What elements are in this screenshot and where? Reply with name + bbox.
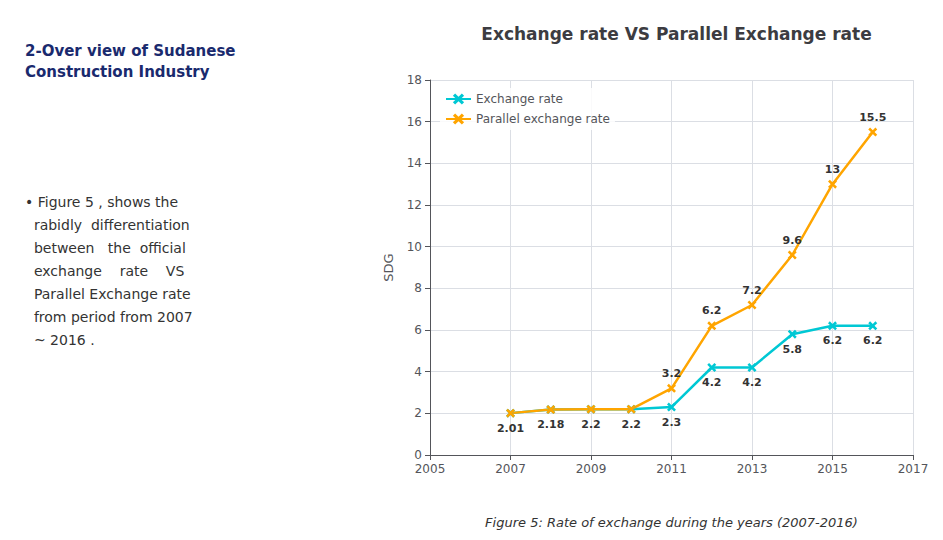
svg-text:SDG: SDG xyxy=(381,253,396,281)
svg-text:5.8: 5.8 xyxy=(783,343,803,356)
svg-text:2013: 2013 xyxy=(737,462,768,476)
svg-text:rabidly differentiation: rabidly differentiation xyxy=(25,217,190,233)
svg-text:Figure 5: Rate of exchange dur: Figure 5: Rate of exchange during the ye… xyxy=(485,515,858,530)
svg-text:2009: 2009 xyxy=(576,462,607,476)
svg-text:Parallel Exchange rate: Parallel Exchange rate xyxy=(25,286,191,302)
svg-text:16: 16 xyxy=(407,115,422,129)
svg-text:exchange rate VS: exchange rate VS xyxy=(25,263,184,279)
svg-text:6.2: 6.2 xyxy=(823,334,843,347)
svg-text:between the official: between the official xyxy=(25,240,186,256)
svg-text:2.18: 2.18 xyxy=(537,418,564,431)
svg-text:2017: 2017 xyxy=(898,462,929,476)
svg-text:4.2: 4.2 xyxy=(742,376,762,389)
svg-text:2007: 2007 xyxy=(495,462,526,476)
svg-text:10: 10 xyxy=(407,240,422,254)
svg-text:14: 14 xyxy=(407,156,422,170)
svg-text:2.2: 2.2 xyxy=(622,418,642,431)
svg-text:2005: 2005 xyxy=(415,462,446,476)
svg-text:Exchange rate: Exchange rate xyxy=(476,92,563,106)
svg-text:Parallel exchange rate: Parallel exchange rate xyxy=(476,112,610,126)
svg-text:4.2: 4.2 xyxy=(702,376,722,389)
svg-text:2011: 2011 xyxy=(656,462,687,476)
svg-text:12: 12 xyxy=(407,198,422,212)
svg-text:3.2: 3.2 xyxy=(662,367,682,380)
svg-text:2: 2 xyxy=(414,406,422,420)
svg-text:0: 0 xyxy=(414,448,422,462)
svg-text:2-Over view of Sudanese: 2-Over view of Sudanese xyxy=(25,42,236,60)
svg-text:~ 2016 .: ~ 2016 . xyxy=(25,332,95,348)
svg-text:6.2: 6.2 xyxy=(863,334,883,347)
svg-text:2.01: 2.01 xyxy=(497,422,524,435)
svg-text:7.2: 7.2 xyxy=(742,284,762,297)
svg-text:18: 18 xyxy=(407,73,422,87)
svg-text:2.2: 2.2 xyxy=(581,418,601,431)
svg-text:4: 4 xyxy=(414,365,422,379)
svg-text:from period from 2007: from period from 2007 xyxy=(25,309,193,325)
svg-text:9.6: 9.6 xyxy=(783,234,803,247)
svg-text:13: 13 xyxy=(825,163,840,176)
svg-text:2015: 2015 xyxy=(817,462,848,476)
svg-text:Exchange rate VS Parallel Exch: Exchange rate VS Parallel Exchange rate xyxy=(481,24,871,44)
svg-text:6.2: 6.2 xyxy=(702,304,722,317)
svg-text:15.5: 15.5 xyxy=(859,111,886,124)
svg-text:6: 6 xyxy=(414,323,422,337)
svg-text:2.3: 2.3 xyxy=(662,416,682,429)
svg-text:• Figure 5 , shows the: • Figure 5 , shows the xyxy=(25,194,178,210)
svg-text:Construction Industry: Construction Industry xyxy=(25,63,210,81)
svg-text:8: 8 xyxy=(414,281,422,295)
